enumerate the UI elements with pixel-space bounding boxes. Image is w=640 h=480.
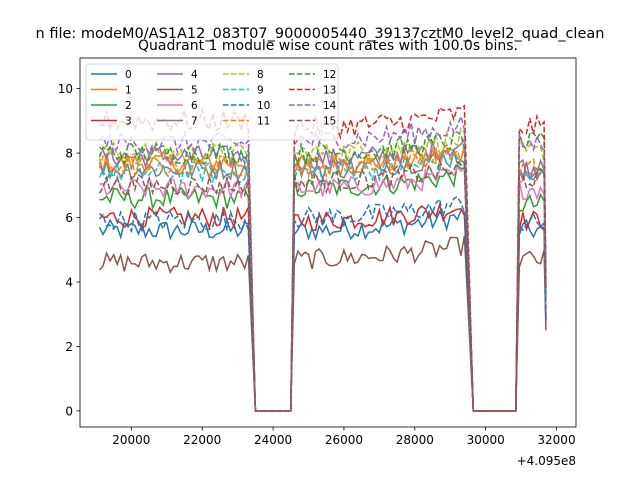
- y-tick-label: 10: [58, 82, 73, 96]
- legend-label-6: 6: [191, 100, 198, 112]
- legend-label-9: 9: [257, 84, 264, 96]
- legend-label-0: 0: [125, 69, 132, 81]
- legend-label-12: 12: [323, 69, 336, 81]
- legend-box: [85, 63, 339, 141]
- series-line-10: [98, 195, 547, 412]
- series-line-6: [99, 165, 547, 412]
- y-tick-label: 8: [65, 147, 73, 161]
- chart-title: Quadrant 1 module wise count rates with …: [138, 38, 518, 54]
- x-tick-label: 20000: [112, 433, 150, 447]
- series-line-2: [99, 163, 547, 412]
- series-line-14: [98, 114, 547, 412]
- legend-label-10: 10: [257, 100, 270, 112]
- legend-label-5: 5: [191, 84, 198, 96]
- legend-label-1: 1: [125, 84, 132, 96]
- legend-label-13: 13: [323, 84, 336, 96]
- x-tick-label: 26000: [325, 433, 363, 447]
- legend-label-14: 14: [323, 100, 337, 112]
- series-line-8: [98, 126, 547, 412]
- figure-suptitle: n file: modeM0/AS1A12_083T07_9000005440_…: [36, 26, 605, 42]
- y-tick-label: 4: [65, 275, 73, 289]
- x-tick-label: 32000: [537, 433, 575, 447]
- axes: 20000 22000 24000 26000 28000 30000 32000 0 2 4 6 8…: [58, 57, 577, 447]
- x-tick-label: 30000: [467, 433, 505, 447]
- legend-label-8: 8: [257, 69, 264, 81]
- y-tick-label: 6: [65, 211, 73, 225]
- legend-label-7: 7: [191, 115, 198, 127]
- x-tick-label: 22000: [183, 433, 221, 447]
- y-tick-label: 2: [65, 340, 73, 354]
- y-tick-label: 0: [65, 404, 73, 418]
- series-line-15: [98, 158, 547, 412]
- axes-frame: [79, 57, 577, 428]
- legend-label-3: 3: [125, 115, 132, 127]
- legend-label-2: 2: [125, 100, 132, 112]
- x-tick-label: 28000: [396, 433, 434, 447]
- legend-label-11: 11: [257, 115, 270, 127]
- legend-label-15: 15: [323, 115, 336, 127]
- series-line-5: [98, 235, 547, 412]
- series-line-11: [98, 142, 547, 412]
- x-tick-label: 24000: [254, 433, 292, 447]
- legend-label-4: 4: [191, 69, 198, 81]
- x-offset-label: +4.095e8: [517, 454, 576, 468]
